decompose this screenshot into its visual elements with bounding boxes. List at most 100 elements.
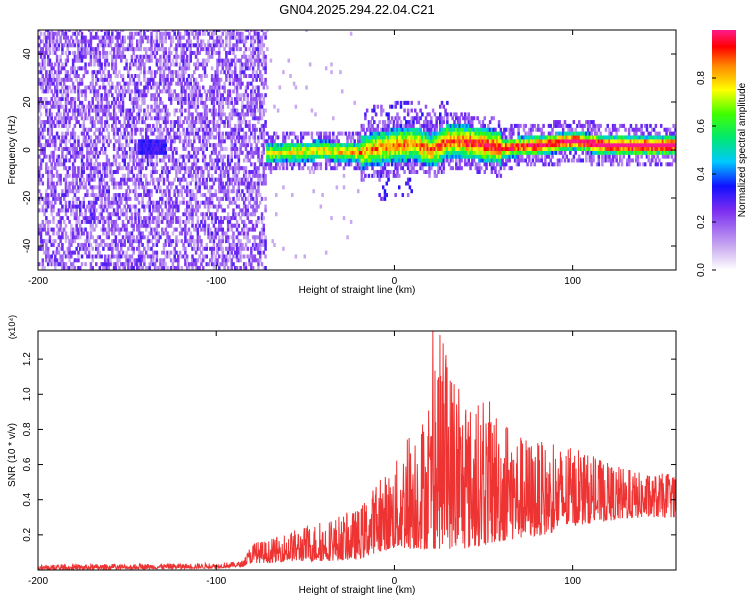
spectrogram-cell	[339, 158, 342, 163]
spectrogram-cell	[121, 97, 125, 102]
spectrogram-cell	[127, 246, 130, 251]
spectrogram-cell	[160, 108, 164, 113]
spectrogram-cell	[168, 135, 171, 140]
spectrogram-cell	[73, 123, 77, 128]
spectrogram-cell	[246, 81, 250, 86]
spectrogram-cell	[50, 200, 53, 205]
spectrogram-cell	[223, 262, 226, 267]
spectrogram-cell	[100, 146, 103, 151]
spectrogram-cell	[180, 43, 184, 48]
spectrogram-cell	[191, 154, 194, 159]
spectrogram-cell	[95, 242, 98, 247]
spectrogram-cell	[127, 35, 130, 40]
spectrogram-cell	[205, 104, 209, 109]
spectrogram-cell	[73, 204, 77, 209]
spectrogram-cell	[78, 112, 82, 117]
spectrogram-cell	[260, 181, 264, 186]
spectrogram-cell	[46, 85, 50, 90]
spectrogram-cell	[134, 185, 137, 190]
spectrogram-cell	[196, 66, 200, 71]
spectrogram-cell	[200, 181, 203, 186]
spectrogram-cell	[66, 77, 70, 82]
spectrogram-cell	[107, 81, 111, 86]
spectrogram-cell	[330, 216, 333, 221]
spectrogram-cell	[251, 258, 255, 263]
spectrogram-cell	[152, 242, 155, 247]
spectrogram-cell	[100, 108, 103, 113]
spectrogram-cell	[157, 239, 160, 244]
spectrogram-cell	[100, 66, 103, 71]
spectrogram-cell	[71, 143, 75, 148]
spectrogram-cell	[201, 193, 205, 198]
spectrogram-cell	[96, 112, 100, 117]
spectrogram-cell	[194, 120, 198, 125]
spectrogram-cell	[171, 208, 175, 213]
spectrogram-cell	[262, 54, 266, 59]
spectrogram-cell	[316, 154, 319, 159]
spectrogram-cell	[264, 235, 267, 240]
spectrogram-cell	[134, 181, 137, 186]
spectrogram-cell	[244, 242, 248, 247]
spectrogram-cell	[210, 177, 214, 182]
spectrogram-cell	[55, 54, 59, 59]
spectrogram-cell	[98, 166, 102, 171]
spectrogram-cell	[260, 43, 264, 48]
spectrogram-cell	[77, 196, 80, 201]
spectrogram-cell	[80, 227, 84, 232]
spectrogram-cell	[134, 146, 137, 151]
spectrogram-cell	[184, 212, 187, 217]
spectrogram-cell	[89, 212, 93, 217]
spectrogram-cell	[339, 131, 342, 136]
spectrogram-cell	[77, 231, 80, 236]
spectrogram-cell	[137, 231, 141, 236]
spectrogram-cell	[121, 77, 125, 82]
spectrogram-cell	[232, 216, 235, 221]
spectrogram-cell	[112, 50, 116, 55]
spectrogram-cell	[198, 62, 201, 67]
spectrogram-cell	[132, 162, 135, 167]
spectrogram-cell	[43, 58, 46, 63]
spectrogram-cell	[235, 89, 239, 94]
spectrogram-cell	[212, 204, 216, 209]
spectrogram-cell	[187, 227, 191, 232]
spectrogram-cell	[141, 146, 144, 151]
spectrogram-cell	[118, 139, 121, 144]
spectrogram-cell	[96, 166, 100, 171]
spectrogram-cell	[221, 112, 225, 117]
spectrogram-cell	[180, 177, 184, 182]
spectrogram-cell	[257, 108, 260, 113]
spectrogram-cell	[62, 89, 66, 94]
spectrogram-cell	[70, 266, 73, 270]
spectrogram-cell	[111, 47, 114, 52]
spectrogram-cell	[111, 223, 114, 228]
spectrogram-cell	[234, 54, 237, 59]
spectrogram-cell	[175, 196, 178, 201]
spectrogram-cell	[46, 177, 50, 182]
spectrogram-cell	[152, 204, 155, 209]
spectrogram-cell	[107, 93, 111, 98]
spectrogram-cell	[141, 100, 144, 105]
spectrogram-cell	[78, 77, 82, 82]
spectrogram-cell	[187, 166, 191, 171]
spectrogram-cell	[184, 170, 187, 174]
spectrogram-cell	[150, 97, 153, 102]
spectrogram-cell	[273, 104, 276, 109]
spectrogram-cell	[45, 242, 48, 247]
spectrogram-cell	[273, 154, 276, 159]
spectrogram-cell	[189, 216, 192, 221]
spectrogram-cell	[312, 150, 315, 155]
spectrogram-cell	[89, 242, 93, 247]
spectrogram-cell	[216, 158, 219, 163]
spectrogram-cell	[87, 143, 91, 148]
spectrogram-cell	[237, 246, 241, 251]
spectrogram-cell	[132, 81, 135, 86]
spectrogram-cell	[55, 196, 59, 201]
spectrogram-cell	[121, 150, 125, 155]
spectrogram-cell	[258, 242, 262, 247]
spectrogram-cell	[64, 173, 68, 178]
spectrogram-cell	[71, 62, 75, 67]
spectrogram-cell	[119, 200, 123, 205]
spectrogram-cell	[358, 135, 362, 140]
spectrogram-cell	[226, 116, 230, 121]
spectrogram-cell	[253, 146, 257, 151]
